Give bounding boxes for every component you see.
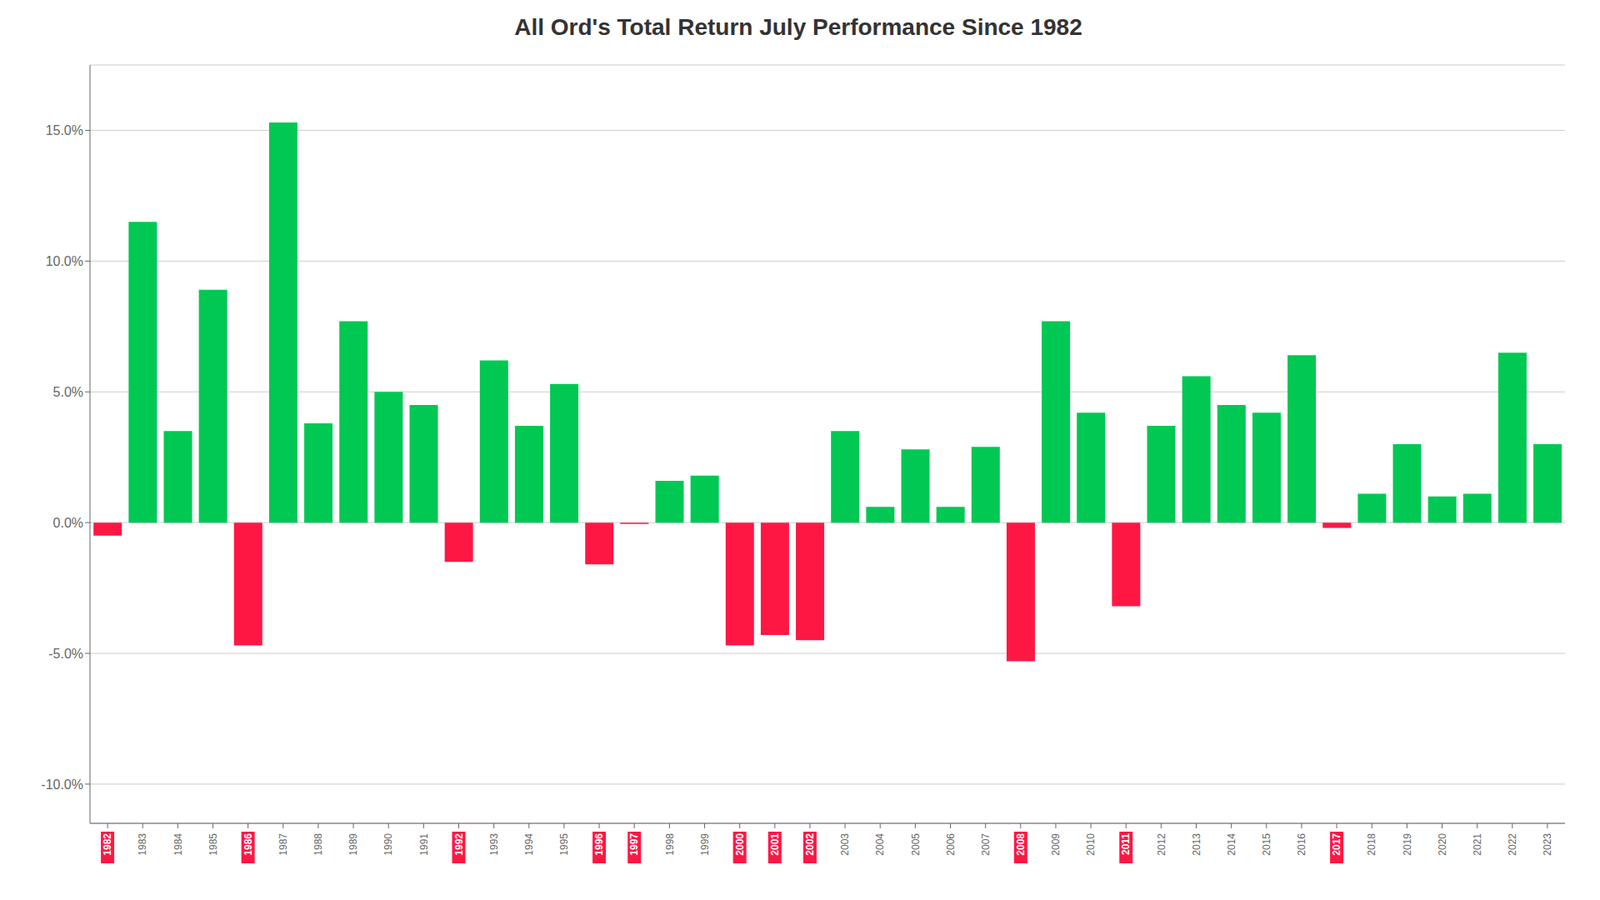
svg-text:5.0%: 5.0% [53,385,84,400]
svg-text:2011: 2011 [1120,833,1132,855]
svg-text:0.0%: 0.0% [53,515,84,530]
svg-text:1997: 1997 [628,833,640,856]
svg-text:2022: 2022 [1506,833,1519,856]
svg-text:2015: 2015 [1260,833,1273,856]
svg-text:2002: 2002 [804,833,816,856]
svg-text:1994: 1994 [523,833,535,856]
svg-text:1991: 1991 [418,833,430,856]
svg-text:2014: 2014 [1225,833,1238,856]
svg-text:2021: 2021 [1471,833,1484,856]
svg-text:2008: 2008 [1015,833,1027,856]
svg-text:2003: 2003 [839,833,851,856]
svg-text:2006: 2006 [945,833,957,856]
svg-text:15.0%: 15.0% [45,123,84,138]
svg-text:2023: 2023 [1541,833,1554,856]
svg-text:2012: 2012 [1155,833,1168,856]
svg-text:2010: 2010 [1085,833,1097,856]
svg-text:2018: 2018 [1365,833,1378,856]
svg-text:1983: 1983 [136,833,149,856]
svg-text:2016: 2016 [1295,833,1308,856]
svg-text:1995: 1995 [558,833,570,856]
svg-text:1999: 1999 [699,833,711,856]
html-text:All Ord's Total Return July Pe: All Ord's Total Return July Performance … [514,14,1083,40]
svg-text:1998: 1998 [664,833,676,856]
svg-text:2005: 2005 [910,833,922,856]
svg-text:-5.0%: -5.0% [48,646,84,661]
svg-text:1988: 1988 [312,833,325,856]
svg-text:2007: 2007 [980,833,992,856]
svg-text:2019: 2019 [1401,833,1414,856]
svg-text:1996: 1996 [593,833,605,856]
svg-text:1987: 1987 [277,833,290,856]
svg-text:1985: 1985 [207,833,220,856]
svg-text:1990: 1990 [382,833,395,856]
svg-text:2009: 2009 [1050,833,1062,856]
svg-text:10.0%: 10.0% [45,254,84,269]
svg-text:1984: 1984 [172,833,185,856]
svg-text:2000: 2000 [734,833,746,856]
svg-text:2017: 2017 [1330,833,1343,856]
svg-text:1989: 1989 [347,833,360,856]
svg-text:2001: 2001 [769,833,781,856]
svg-text:1986: 1986 [242,833,255,856]
svg-text:1992: 1992 [453,833,465,856]
svg-text:2020: 2020 [1436,833,1449,856]
svg-text:2004: 2004 [874,833,886,856]
svg-text:1993: 1993 [488,833,500,856]
svg-text:-10.0%: -10.0% [40,777,84,792]
svg-text:1982: 1982 [101,833,114,856]
svg-text:2013: 2013 [1190,833,1203,856]
